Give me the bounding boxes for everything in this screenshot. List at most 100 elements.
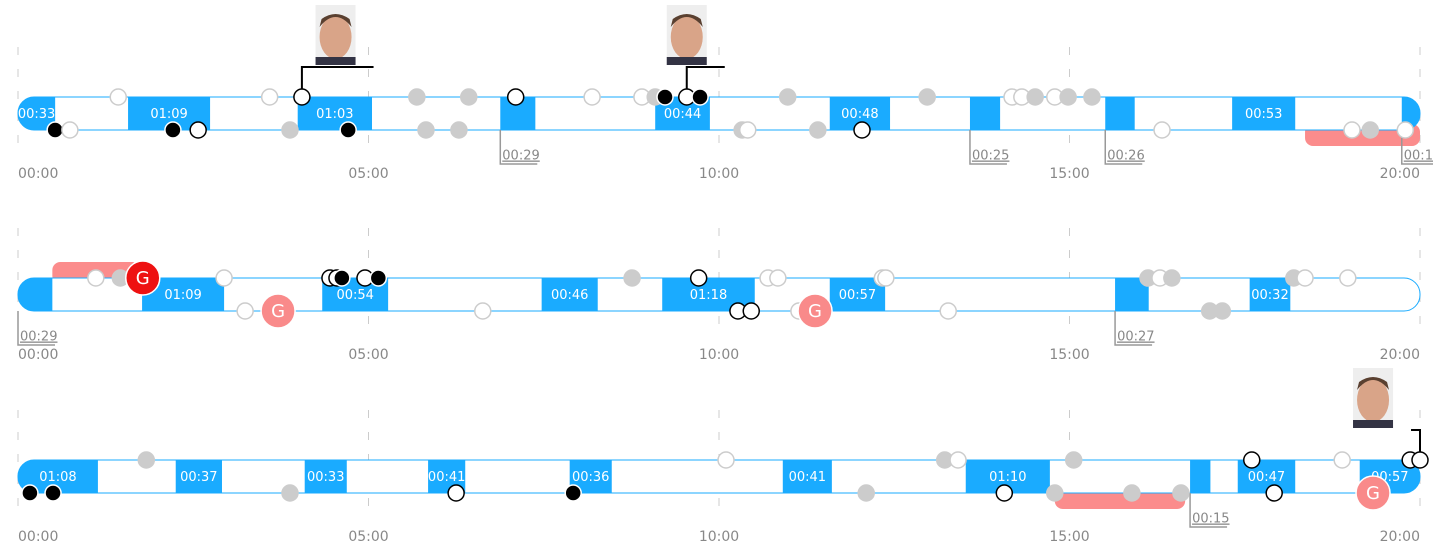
block-label: 01:08 [39, 470, 76, 485]
face-hair [319, 14, 352, 27]
face-shirt [1353, 420, 1394, 428]
event-dot [369, 269, 388, 287]
event-dot [1123, 484, 1141, 502]
block-label: 00:37 [180, 470, 217, 485]
callout-label: 00:27 [1117, 330, 1154, 345]
event-dot [691, 88, 709, 106]
event-dot [61, 121, 79, 139]
block [541, 278, 598, 311]
block-label: 00:36 [572, 470, 609, 485]
callout-label: 00:15 [1192, 512, 1229, 527]
event-dot [1296, 269, 1314, 287]
block [1232, 97, 1296, 130]
block-label: 00:54 [336, 288, 373, 303]
tick-label: 10:00 [699, 347, 739, 363]
tick-label: 15:00 [1049, 529, 1089, 545]
block [304, 460, 347, 493]
event-dot [417, 121, 435, 139]
tick-label: 05:00 [348, 347, 388, 363]
event-dot [1059, 88, 1077, 106]
event-dot [1265, 484, 1283, 502]
face-skin [670, 15, 703, 59]
event-dot [1172, 484, 1190, 502]
event-dot [1083, 88, 1101, 106]
callout-label: 00:25 [972, 149, 1009, 164]
event-dot [109, 88, 127, 106]
face-skin [319, 15, 352, 59]
block [18, 278, 53, 311]
goal-badge [125, 260, 161, 296]
event-dot [1396, 121, 1415, 139]
goal-badge [797, 293, 833, 329]
callout-label: 00:26 [1107, 149, 1144, 164]
callout-line [499, 130, 538, 165]
event-dot [1343, 121, 1361, 139]
event-dot [769, 269, 787, 287]
block-label: 01:09 [150, 107, 187, 122]
event-dot [21, 484, 39, 502]
event-dot [450, 121, 468, 139]
event-dot [656, 88, 674, 106]
face-hair [670, 14, 703, 27]
event-dot [1026, 88, 1044, 106]
block [1249, 278, 1291, 311]
event-dot [717, 451, 735, 469]
goal-badge [260, 293, 296, 329]
event-dot [189, 121, 207, 139]
callout-label: 00:29 [502, 149, 539, 164]
block-label: 01:03 [316, 107, 353, 122]
block-label: 00:53 [1245, 107, 1282, 122]
callout-line [1104, 130, 1143, 165]
row: 00:00 05:00 10:00 15:00 20:00 01:08 00:37 00:33… [17, 368, 1429, 545]
block-label: 00:47 [1248, 470, 1285, 485]
event-dot [46, 121, 64, 139]
event-dot [1046, 484, 1064, 502]
event-dot [447, 484, 465, 502]
tick-label: 00:00 [18, 529, 58, 545]
event-dot [1333, 451, 1351, 469]
track [17, 96, 1421, 131]
block-label: 00:44 [664, 107, 701, 122]
event-dot [293, 88, 311, 106]
block [969, 97, 1001, 130]
event-dot [44, 484, 62, 502]
tick-label: 00:00 [18, 166, 58, 182]
face-connector [1411, 429, 1421, 460]
tick-label: 15:00 [1049, 347, 1089, 363]
block-label: 00:41 [789, 470, 826, 485]
event-dot [236, 302, 254, 320]
callout-label: 00:18 [1404, 149, 1433, 164]
face-connector [685, 66, 725, 97]
event-dot [459, 88, 478, 106]
event-dot [281, 484, 299, 502]
event-dot [1213, 302, 1232, 320]
row: 00:00 05:00 10:00 15:00 20:00 00:29 01:09 00:54… [17, 228, 1421, 363]
event-dot [333, 269, 351, 287]
block-label: 00:33 [18, 107, 55, 122]
goal-badge-label: G [271, 301, 285, 322]
event-dot [1339, 269, 1357, 287]
tick-label: 20:00 [1380, 347, 1420, 363]
face-shirt [315, 57, 356, 65]
block-label: 00:32 [1251, 288, 1288, 303]
block [297, 97, 373, 130]
block-label: 00:46 [551, 288, 588, 303]
event-dot [1153, 121, 1171, 139]
event-dot [474, 302, 492, 320]
event-dot [408, 88, 426, 106]
face-shirt [666, 57, 707, 65]
block-label: 00:33 [307, 470, 344, 485]
tick-label: 20:00 [1380, 529, 1420, 545]
event-dot [689, 269, 708, 287]
event-dot [1361, 121, 1379, 139]
event-dot [1163, 269, 1181, 287]
event-dot [877, 269, 895, 287]
event-dot [623, 269, 641, 287]
face-skin [1357, 378, 1390, 422]
event-dot [857, 484, 875, 502]
event-dot [583, 88, 601, 106]
block-label: 01:09 [164, 288, 201, 303]
callout-line [1401, 130, 1433, 165]
goal-badge-label: G [136, 268, 150, 289]
event-dot [260, 88, 279, 106]
